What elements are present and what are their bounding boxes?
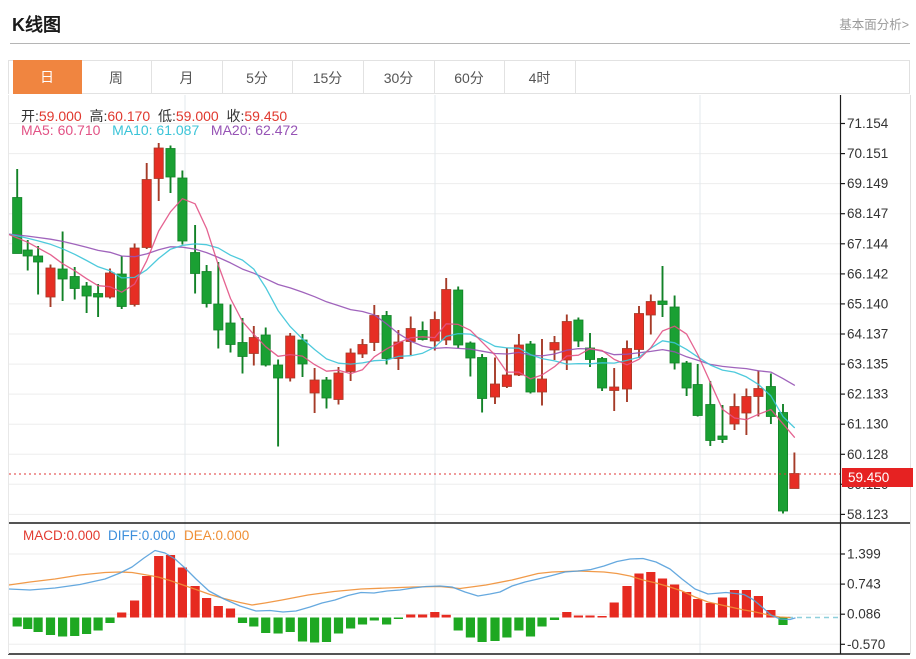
svg-text:70.151: 70.151	[847, 146, 888, 161]
svg-text:67.144: 67.144	[847, 236, 889, 251]
svg-text:63.135: 63.135	[847, 357, 888, 372]
svg-text:71.154: 71.154	[847, 116, 889, 131]
svg-text:58.123: 58.123	[847, 507, 888, 522]
svg-text:59.450: 59.450	[848, 470, 889, 485]
svg-text:69.149: 69.149	[847, 176, 888, 191]
svg-text:66.142: 66.142	[847, 266, 888, 281]
svg-text:-0.570: -0.570	[847, 637, 885, 652]
svg-text:61.130: 61.130	[847, 417, 888, 432]
svg-text:68.147: 68.147	[847, 206, 888, 221]
svg-text:0.743: 0.743	[847, 577, 881, 592]
svg-text:64.137: 64.137	[847, 327, 888, 342]
svg-text:60.128: 60.128	[847, 447, 888, 462]
svg-text:65.140: 65.140	[847, 296, 888, 311]
svg-text:0.086: 0.086	[847, 607, 881, 622]
svg-text:62.133: 62.133	[847, 387, 888, 402]
svg-text:1.399: 1.399	[847, 547, 881, 562]
